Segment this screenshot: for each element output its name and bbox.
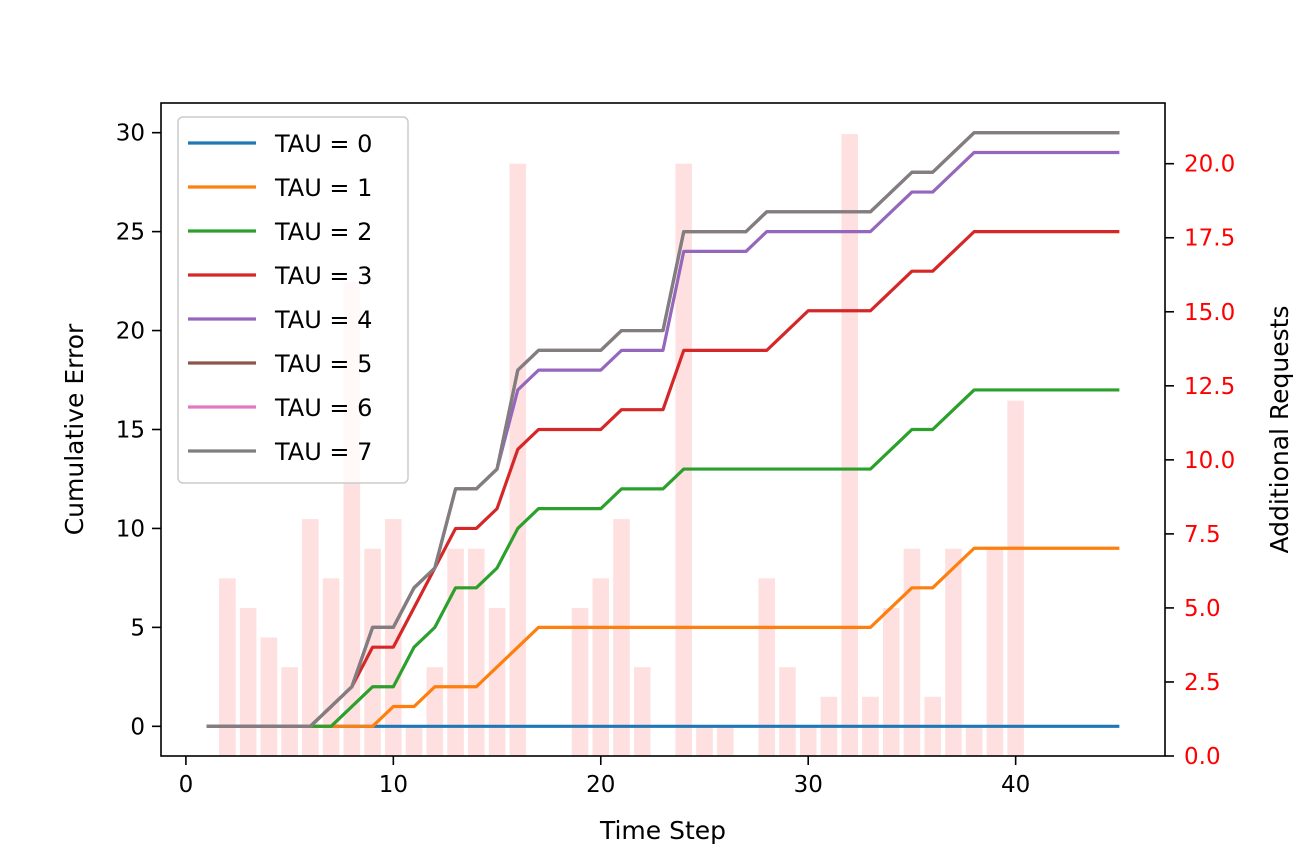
x-axis-label: Time Step: [599, 816, 726, 845]
y2-tick-label: 17.5: [1184, 226, 1235, 252]
legend-label: TAU = 3: [274, 262, 372, 290]
request-bar: [716, 726, 734, 756]
y-axis-label: Cumulative Error: [60, 323, 89, 535]
y-tick-label: 10: [116, 516, 145, 542]
series-line-tau-2: [206, 388, 1120, 728]
y-axis-right: 0.0 2.5 5.0 7.5 10.0 12.5 15.0 17.5 20.0: [1165, 152, 1235, 770]
series-line-tau-1: [206, 546, 1120, 728]
request-bar: [509, 163, 527, 757]
lines-layer: [206, 131, 1120, 728]
request-bar: [882, 607, 900, 756]
request-bar: [260, 637, 278, 756]
request-bar: [965, 726, 983, 756]
request-bar: [302, 519, 319, 756]
request-bar: [468, 548, 485, 756]
y2-tick-label: 12.5: [1184, 374, 1235, 400]
legend-label: TAU = 0: [274, 130, 372, 158]
request-bar: [1007, 400, 1024, 756]
x-tick-label: 40: [1001, 772, 1030, 798]
series-line-tau-7: [206, 131, 1120, 728]
request-bar: [779, 667, 796, 756]
legend-label: TAU = 2: [274, 218, 372, 246]
request-bar: [322, 578, 340, 756]
y2-tick-label: 2.5: [1184, 670, 1221, 696]
legend: TAU = 0 TAU = 1 TAU = 2 TAU = 3 TAU = 4 TAU =…: [177, 116, 409, 484]
y2-tick-label: 7.5: [1184, 522, 1221, 548]
y2-tick-label: 20.0: [1184, 152, 1235, 178]
legend-label: TAU = 5: [274, 350, 372, 378]
request-bar: [841, 134, 858, 757]
y-tick-label: 0: [130, 714, 145, 740]
request-bar: [219, 578, 236, 756]
request-bar: [945, 548, 962, 756]
x-tick-label: 20: [586, 772, 615, 798]
request-bar: [758, 578, 776, 756]
y2-tick-label: 10.0: [1184, 448, 1235, 474]
request-bar: [613, 519, 630, 756]
request-bar: [488, 607, 506, 756]
request-bar: [799, 726, 817, 756]
legend-label: TAU = 4: [274, 306, 372, 334]
y-tick-label: 20: [116, 319, 145, 345]
request-bar: [903, 548, 921, 756]
request-bar: [239, 607, 257, 756]
legend-label: TAU = 6: [274, 394, 372, 422]
legend-frame: [177, 116, 409, 484]
request-bar: [592, 578, 610, 756]
y2-tick-label: 15.0: [1184, 300, 1235, 326]
x-tick-label: 0: [179, 772, 194, 798]
request-bar: [405, 726, 423, 756]
request-bar: [364, 548, 381, 756]
request-bar: [696, 726, 713, 756]
bars-layer: [219, 134, 1024, 757]
y2-axis-label: Additional Requests: [1265, 305, 1294, 553]
y2-tick-label: 0.0: [1184, 744, 1221, 770]
y-tick-label: 30: [116, 121, 145, 147]
legend-label: TAU = 1: [274, 174, 372, 202]
request-bar: [633, 667, 651, 756]
request-bar: [281, 667, 298, 756]
request-bar: [447, 548, 464, 756]
series-line-tau-3: [206, 230, 1120, 728]
x-tick-label: 10: [379, 772, 408, 798]
y-axis-left: 0 5 10 15 20 25 30: [116, 121, 161, 740]
y-tick-label: 25: [116, 220, 145, 246]
y-tick-label: 5: [130, 615, 145, 641]
request-bar: [675, 163, 693, 757]
legend-label: TAU = 7: [274, 438, 372, 466]
y-tick-label: 15: [116, 418, 145, 444]
request-bar: [426, 667, 444, 756]
y2-tick-label: 5.0: [1184, 596, 1221, 622]
request-bar: [385, 519, 402, 756]
request-bar: [986, 548, 1004, 756]
x-tick-label: 30: [794, 772, 823, 798]
x-axis: 0 10 20 30 40: [179, 756, 1030, 798]
request-bar: [571, 607, 589, 756]
